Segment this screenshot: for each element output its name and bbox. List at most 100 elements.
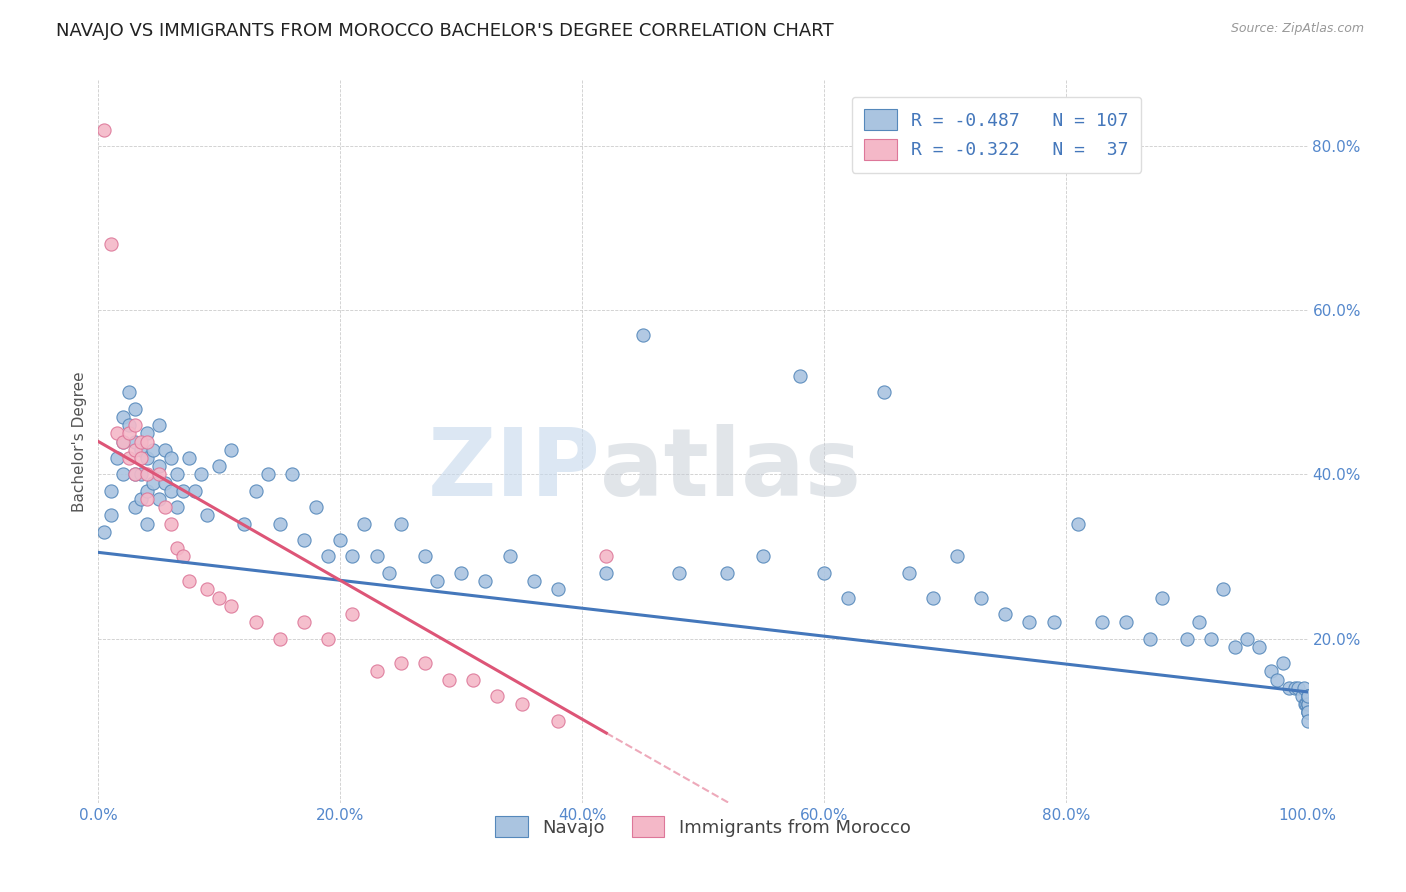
Point [595,549,617,564]
Point [166,500,188,515]
Point [1296,698,1319,712]
Point [547,582,569,597]
Point [111,434,134,449]
Point [221,442,243,457]
Point [1018,615,1040,630]
Point [716,566,738,580]
Point [1272,657,1295,671]
Point [837,591,859,605]
Point [245,615,267,630]
Point [172,483,194,498]
Point [129,450,152,465]
Point [631,327,654,342]
Point [269,516,291,531]
Point [1199,632,1222,646]
Point [100,508,122,523]
Point [111,467,134,482]
Point [1067,516,1090,531]
Point [595,566,617,580]
Point [813,566,835,580]
Point [897,566,920,580]
Point [1139,632,1161,646]
Point [437,673,460,687]
Point [463,673,485,687]
Point [1236,632,1258,646]
Point [208,459,231,474]
Point [1278,681,1301,695]
Point [1291,689,1313,703]
Point [166,467,188,482]
Point [1249,640,1271,654]
Text: atlas: atlas [600,425,862,516]
Point [124,418,146,433]
Point [148,418,170,433]
Point [789,368,811,383]
Point [668,566,690,580]
Point [523,574,546,588]
Y-axis label: Bachelor's Degree: Bachelor's Degree [72,371,87,512]
Point [1260,665,1282,679]
Point [292,615,315,630]
Point [160,450,183,465]
Point [245,483,267,498]
Point [148,467,170,482]
Point [389,516,412,531]
Point [281,467,304,482]
Point [124,467,146,482]
Point [135,483,157,498]
Point [221,599,243,613]
Point [946,549,969,564]
Point [413,657,436,671]
Point [316,549,339,564]
Point [135,516,157,531]
Point [190,467,212,482]
Point [389,657,412,671]
Point [269,632,291,646]
Point [510,698,533,712]
Point [118,418,141,433]
Point [153,475,176,490]
Point [366,665,388,679]
Point [148,491,170,506]
Point [1296,698,1319,712]
Point [1296,706,1319,720]
Point [1295,698,1317,712]
Point [1212,582,1234,597]
Point [1188,615,1211,630]
Point [1175,632,1198,646]
Point [153,442,176,457]
Point [1042,615,1064,630]
Point [342,607,364,621]
Point [100,237,122,252]
Text: Source: ZipAtlas.com: Source: ZipAtlas.com [1230,22,1364,36]
Point [179,574,201,588]
Point [305,500,328,515]
Point [329,533,352,547]
Point [118,450,141,465]
Point [142,475,165,490]
Point [292,533,315,547]
Point [166,541,188,556]
Point [124,434,146,449]
Point [179,450,201,465]
Point [342,549,364,564]
Point [124,401,146,416]
Point [129,442,152,457]
Point [111,409,134,424]
Point [426,574,449,588]
Point [135,434,157,449]
Point [184,483,207,498]
Point [195,508,218,523]
Point [256,467,278,482]
Point [873,385,896,400]
Text: NAVAJO VS IMMIGRANTS FROM MOROCCO BACHELOR'S DEGREE CORRELATION CHART: NAVAJO VS IMMIGRANTS FROM MOROCCO BACHEL… [56,22,834,40]
Point [486,689,509,703]
Point [1152,591,1174,605]
Point [413,549,436,564]
Point [1286,681,1309,695]
Point [148,459,170,474]
Point [124,467,146,482]
Point [135,426,157,441]
Point [208,591,231,605]
Point [124,442,146,457]
